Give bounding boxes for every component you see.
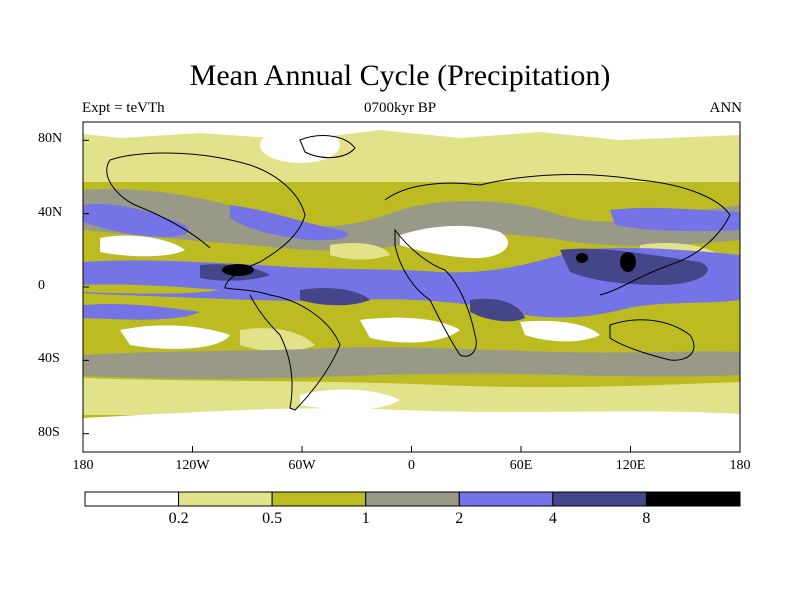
lon-label: 60W [288, 458, 316, 473]
colorbar-level-label: 0.2 [168, 510, 189, 527]
colorbar-level-label: 4 [548, 510, 557, 527]
colorbar [84, 491, 741, 507]
colorbar-swatch [178, 491, 273, 507]
lat-label: 40N [38, 204, 63, 220]
colorbar-swatch [84, 491, 180, 507]
map-title: Mean Annual Cycle (Precipitation) [189, 59, 611, 92]
lat-label: 40S [38, 351, 60, 367]
experiment-label: Expt = teVTh [82, 100, 165, 116]
lat-label: 0 [38, 278, 45, 293]
colorbar-level-label: 0.5 [262, 510, 283, 527]
colorbar-swatch [365, 491, 460, 507]
precipitation-field [83, 122, 740, 452]
period-label: 0700kyr BP [363, 100, 437, 116]
lon-label: 60E [509, 458, 533, 473]
lat-label: 80S [38, 424, 60, 440]
colorbar-swatch [458, 491, 554, 507]
coastlines [106, 135, 731, 411]
lon-label: 0 [408, 458, 415, 473]
lat-label: 80N [38, 131, 63, 147]
lon-label: 120W [175, 458, 210, 473]
lon-label: 120E [615, 458, 646, 473]
map-ticks [82, 139, 741, 452]
lon-label: 180 [729, 458, 751, 473]
colorbar-level-label: 1 [361, 510, 370, 527]
colorbar-level-label: 8 [642, 510, 651, 527]
colorbar-swatch [645, 491, 741, 507]
colorbar-level-label: 2 [455, 510, 464, 527]
colorbar-swatch [552, 491, 647, 507]
season-label: ANN [709, 100, 743, 116]
lon-label: 180 [72, 458, 94, 473]
colorbar-swatch [271, 491, 367, 507]
